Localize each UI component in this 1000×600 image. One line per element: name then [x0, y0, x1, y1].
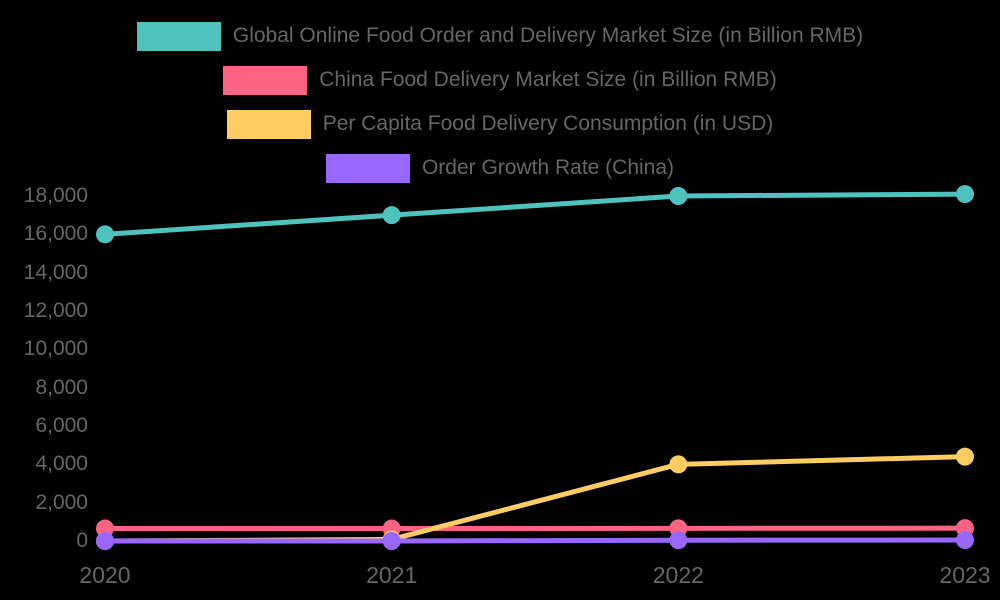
- x-tick-label: 2020: [79, 562, 131, 588]
- x-tick-label: 2022: [652, 562, 704, 588]
- series-line: [102, 191, 968, 237]
- data-point[interactable]: [669, 187, 688, 205]
- y-tick-label: 6,000: [35, 414, 88, 437]
- y-tick-label: 4,000: [35, 452, 88, 476]
- x-tick-label: 2021: [366, 562, 418, 588]
- legend-item-label: Order Growth Rate (China): [421, 156, 675, 179]
- legend-item-label: China Food Delivery Market Size (in Bill…: [319, 68, 777, 91]
- data-point[interactable]: [956, 531, 974, 550]
- y-tick-label: 16,000: [23, 222, 88, 246]
- legend-swatch-icon: [136, 21, 221, 51]
- y-tick-label: 10,000: [23, 337, 88, 361]
- data-point[interactable]: [956, 185, 974, 204]
- y-tick-label: 0: [76, 529, 88, 552]
- data-point[interactable]: [669, 531, 688, 550]
- data-point[interactable]: [96, 225, 114, 244]
- series-0: [96, 185, 974, 244]
- y-axis: 0 2,000 4,000 6,000 8,000 10,000 12,000 14,000 1…: [0, 0, 88, 600]
- data-point[interactable]: [96, 532, 114, 550]
- y-tick-label: 8,000: [35, 375, 88, 399]
- series-3: [96, 531, 974, 550]
- legend-item-order-growth[interactable]: Order Growth Rate (China): [325, 146, 675, 190]
- data-point[interactable]: [669, 455, 688, 474]
- legend-swatch-icon: [226, 109, 311, 139]
- series-line: [102, 537, 968, 544]
- legend-item-global-market[interactable]: Global Online Food Order and Delivery Ma…: [136, 14, 864, 58]
- y-tick-label: 12,000: [23, 299, 88, 322]
- x-tick-label: 2023: [939, 562, 991, 588]
- data-point[interactable]: [956, 447, 974, 466]
- y-tick-label: 18,000: [23, 184, 88, 207]
- y-tick-label: 2,000: [35, 490, 88, 514]
- legend-item-china-market[interactable]: China Food Delivery Market Size (in Bill…: [223, 58, 777, 102]
- legend-swatch-icon: [223, 65, 308, 95]
- legend-swatch-icon: [325, 153, 410, 183]
- legend-item-label: Per Capita Food Delivery Consumption (in…: [322, 112, 774, 135]
- series-1: [96, 519, 974, 538]
- data-point[interactable]: [382, 532, 401, 550]
- series-2: [96, 447, 974, 550]
- chart-legend: Global Online Food Order and Delivery Ma…: [0, 0, 1000, 190]
- legend-item-per-capita[interactable]: Per Capita Food Delivery Consumption (in…: [226, 102, 774, 146]
- y-tick-label: 14,000: [23, 260, 88, 284]
- legend-item-label: Global Online Food Order and Delivery Ma…: [232, 24, 864, 47]
- data-point[interactable]: [96, 519, 114, 538]
- data-point[interactable]: [382, 206, 401, 225]
